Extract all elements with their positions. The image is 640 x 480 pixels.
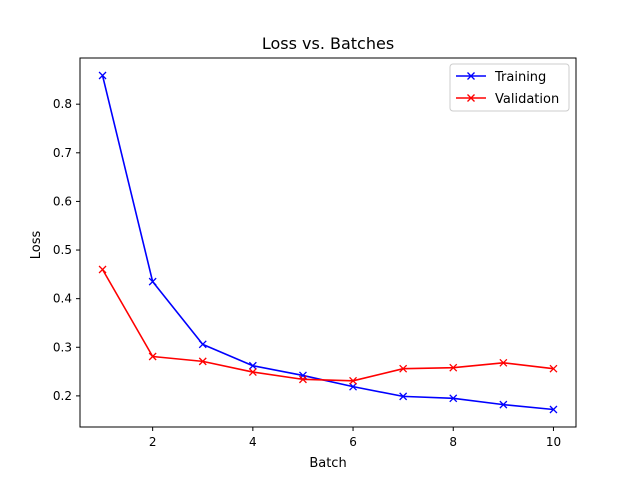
series-line-validation — [101, 269, 554, 382]
y-tick-label: 0.4 — [53, 292, 72, 306]
x-tick-label: 10 — [546, 435, 561, 449]
legend-marker — [467, 94, 475, 102]
y-tick-label: 0.7 — [53, 146, 72, 160]
x-marker-stroke — [248, 361, 257, 370]
x-marker-stroke — [248, 368, 257, 377]
y-tick-label: 0.6 — [53, 194, 72, 208]
data-point-training — [148, 277, 157, 286]
x-marker-stroke — [549, 405, 558, 414]
y-axis: 0.2 0.3 0.4 0.5 0.6 0.7 0.8 — [53, 97, 80, 403]
x-marker-stroke — [349, 376, 358, 385]
x-marker-stroke — [399, 392, 408, 401]
y-tick-label: 0.5 — [53, 243, 72, 257]
data-point-validation — [198, 357, 207, 366]
legend-label: Training — [494, 70, 546, 85]
x-marker-stroke — [449, 394, 458, 403]
x-marker-stroke — [549, 364, 558, 373]
data-point-training — [549, 405, 558, 414]
x-marker-stroke — [198, 340, 207, 349]
data-point-validation — [449, 363, 458, 372]
x-axis: 2 4 6 8 10 — [149, 427, 561, 449]
x-marker-stroke — [499, 358, 508, 367]
legend-item-training: Training — [456, 70, 546, 85]
x-marker-stroke — [449, 363, 458, 372]
data-point-validation — [349, 376, 358, 385]
data-point-training — [499, 400, 508, 409]
data-point-validation — [298, 375, 307, 384]
legend-label: Validation — [495, 92, 559, 107]
legend-marker — [467, 72, 475, 80]
data-point-training — [248, 361, 257, 370]
data-point-training — [449, 394, 458, 403]
data-point-training — [399, 392, 408, 401]
series-layer — [98, 71, 558, 414]
data-point-validation — [499, 358, 508, 367]
x-marker-stroke — [98, 71, 107, 80]
data-point-validation — [148, 352, 157, 361]
data-point-validation — [399, 364, 408, 373]
data-point-training — [198, 340, 207, 349]
x-axis-label: Batch — [309, 456, 346, 471]
x-marker-stroke — [148, 277, 157, 286]
x-marker-stroke — [198, 357, 207, 366]
series-line-training — [101, 75, 554, 411]
x-tick-label: 8 — [449, 435, 457, 449]
plot-area — [79, 57, 577, 428]
x-marker-stroke — [148, 352, 157, 361]
legend: Training Validation — [449, 63, 570, 112]
chart-title: Loss vs. Batches — [262, 34, 394, 53]
y-tick-label: 0.3 — [53, 340, 72, 354]
y-tick-label: 0.2 — [53, 389, 72, 403]
plot-frame — [79, 57, 577, 428]
x-marker-stroke — [298, 375, 307, 384]
x-tick-label: 6 — [349, 435, 357, 449]
x-marker-stroke — [98, 265, 107, 274]
y-axis-label: Loss — [29, 231, 44, 260]
data-point-validation — [549, 364, 558, 373]
x-marker-stroke — [349, 382, 358, 391]
legend-item-validation: Validation — [456, 92, 559, 107]
x-marker-stroke — [399, 364, 408, 373]
y-tick-label: 0.8 — [53, 97, 72, 111]
data-point-training — [349, 382, 358, 391]
data-point-validation — [248, 368, 257, 377]
x-tick-label: 4 — [249, 435, 257, 449]
data-point-validation — [98, 265, 107, 274]
x-marker-stroke — [499, 400, 508, 409]
data-point-training — [98, 71, 107, 80]
x-tick-label: 2 — [149, 435, 157, 449]
